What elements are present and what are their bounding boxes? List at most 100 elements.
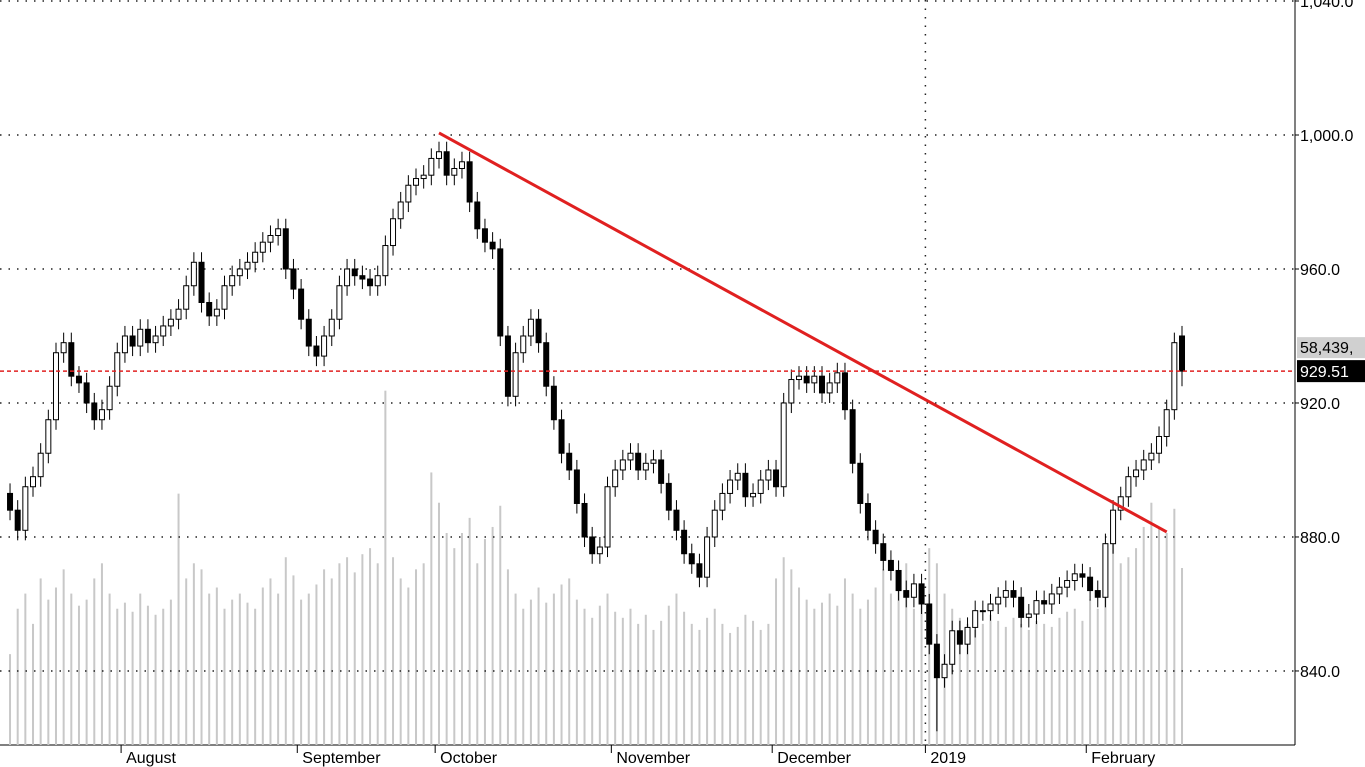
price-label-box (1297, 360, 1365, 383)
volume-bar (231, 599, 234, 745)
volume-bar (644, 614, 647, 745)
candle-body (60, 342, 67, 354)
volume-bar (269, 578, 272, 745)
candle-body (642, 462, 649, 471)
candle-body (765, 469, 772, 481)
candle-body (1163, 409, 1170, 437)
volume-bar (422, 563, 425, 745)
candle-body (282, 228, 289, 270)
volume-bar (920, 599, 923, 745)
candle-body (98, 409, 105, 421)
candle-body (458, 161, 465, 169)
candle-body (834, 372, 841, 384)
volume-bar (575, 599, 578, 745)
volume-bar (552, 593, 555, 745)
volume-bar (330, 578, 333, 745)
x-tick-label: December (777, 750, 851, 767)
volume-bar (759, 629, 762, 745)
candle-body (704, 536, 711, 578)
price-label: 929.51 (1300, 364, 1349, 381)
candle-body (397, 201, 404, 220)
volume-bar (545, 602, 548, 745)
volume-bar (254, 608, 257, 745)
volume-bar (353, 572, 356, 745)
candle-body (780, 402, 787, 488)
volume-bar (246, 602, 249, 745)
candle-body (1133, 469, 1140, 478)
volume-bar (606, 593, 609, 745)
candle-body (658, 459, 665, 484)
volume-bar (376, 563, 379, 745)
volume-bar (843, 578, 846, 745)
volume-bar (468, 517, 471, 745)
candle-body (382, 245, 389, 277)
candle-body (987, 603, 994, 612)
volume-bar (905, 563, 908, 745)
volume-bar (805, 599, 808, 745)
volume-bar (146, 605, 149, 745)
candle-body (1079, 573, 1086, 578)
volume-bar (637, 623, 640, 745)
volume-bar (292, 575, 295, 745)
volume-bar (752, 620, 755, 745)
candle-body (413, 178, 420, 186)
candle-body (321, 335, 328, 357)
candle-body (1110, 509, 1117, 545)
volume-bar (828, 593, 831, 745)
candle-body (91, 402, 98, 421)
candle-body (773, 469, 780, 488)
candle-body (252, 251, 259, 263)
volume-bar (32, 623, 35, 745)
volume-bar (1127, 557, 1130, 745)
candle-body (887, 559, 894, 571)
x-tick-label: February (1091, 750, 1155, 767)
candle-body (328, 318, 335, 337)
volume-bar (139, 593, 142, 745)
volume-bar (369, 548, 372, 745)
candle-body (1140, 459, 1147, 471)
candle-body (451, 167, 458, 176)
candle-body (972, 610, 979, 628)
volume-bar (47, 599, 50, 745)
volume-bar (851, 593, 854, 745)
candle-body (826, 382, 833, 394)
candle-body (420, 174, 427, 180)
volume-bar (698, 629, 701, 745)
candle-body (68, 342, 75, 377)
candle-body (305, 318, 312, 347)
volume-bar (583, 608, 586, 745)
candle-body (236, 268, 243, 277)
candle-body (183, 285, 190, 310)
candle-body (1064, 580, 1071, 588)
candle-body (964, 626, 971, 645)
candle-body (818, 375, 825, 394)
candle-body (742, 472, 749, 498)
candle-body (1087, 576, 1094, 592)
volume-bar (1096, 608, 1099, 745)
candle-body (1156, 435, 1163, 454)
volume-bar (338, 563, 341, 745)
volume-bar (1181, 568, 1184, 745)
volume-bar (897, 578, 900, 745)
volume-bar (116, 608, 119, 745)
volume-bar (874, 587, 877, 745)
volume-bar (813, 608, 816, 745)
candle-body (788, 379, 795, 404)
volume-bar (721, 623, 724, 745)
candle-body (474, 201, 481, 230)
candle-body (30, 476, 37, 488)
volume-bar (54, 587, 57, 745)
volume-bar (1158, 526, 1161, 745)
volume-bar (614, 611, 617, 745)
volume-bar (981, 623, 984, 745)
trendline (438, 131, 1168, 534)
candle-body (160, 325, 167, 337)
candle-body (390, 218, 397, 247)
candle-body (1171, 342, 1178, 411)
volume-bar (108, 593, 111, 745)
volume-bar (974, 629, 977, 745)
volume-bar (491, 526, 494, 745)
y-tick-label: 880.0 (1300, 530, 1340, 547)
candle-body (221, 285, 228, 310)
